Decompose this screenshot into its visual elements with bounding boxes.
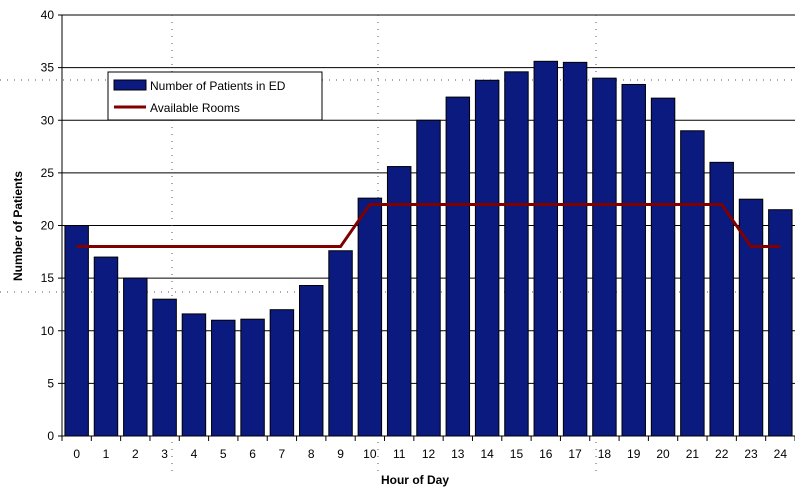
x-tick-label: 5: [220, 447, 227, 461]
x-tick-label: 20: [656, 447, 670, 461]
bar: [93, 256, 119, 437]
y-tick-label: 15: [41, 271, 55, 285]
x-tick-label: 21: [686, 447, 700, 461]
x-tick-label: 2: [132, 447, 139, 461]
y-tick-labels: 0 5 10 15 20 25 30 35 40: [41, 8, 62, 443]
bar: [680, 130, 705, 437]
y-axis-title: Number of Patients: [11, 171, 25, 281]
bar: [474, 79, 500, 437]
x-tick-labels: 0 1 2 3 4 5 6 7 8 9 10 11 12 13 14 15 16 17 18 19 20 21 22 23 24: [61, 436, 795, 461]
y-tick-label: 30: [41, 113, 55, 127]
y-tick-label: 0: [47, 429, 54, 443]
bar: [269, 309, 295, 437]
bar: [64, 225, 89, 437]
x-tick-label: 9: [337, 447, 344, 461]
x-tick-label: 7: [279, 447, 286, 461]
x-tick-label: 0: [73, 447, 80, 461]
legend: Number of Patients in ED Available Rooms: [107, 71, 323, 121]
bar: [416, 119, 441, 437]
legend-bar-swatch: [113, 79, 147, 91]
x-tick-label: 22: [715, 447, 729, 461]
bar: [152, 298, 177, 437]
legend-line-label: Available Rooms: [150, 101, 240, 115]
y-tick-label: 10: [41, 324, 55, 338]
bar: [768, 209, 793, 437]
bar: [357, 197, 383, 437]
x-tick-label: 19: [627, 447, 641, 461]
x-tick-label: 14: [480, 447, 494, 461]
x-tick-label: 1: [103, 447, 110, 461]
bar: [386, 166, 412, 437]
bar: [211, 319, 236, 437]
y-tick-label: 20: [41, 219, 55, 233]
bar: [504, 71, 529, 437]
bar: [592, 77, 617, 437]
x-axis-title: Hour of Day: [381, 473, 449, 487]
x-tick-label: 17: [568, 447, 582, 461]
available-rooms-line: [76, 202, 781, 249]
x-tick-label: 23: [744, 447, 758, 461]
bar: [650, 97, 676, 437]
y-tick-label: 35: [41, 61, 55, 75]
bar: [328, 250, 353, 437]
x-tick-label: 4: [191, 447, 198, 461]
bar: [123, 277, 148, 437]
x-tick-label: 3: [161, 447, 168, 461]
bar: [562, 61, 588, 437]
x-tick-label: 24: [774, 447, 788, 461]
bar: [298, 284, 324, 437]
bar: [240, 318, 265, 437]
bar: [533, 60, 559, 437]
y-tick-label: 40: [41, 8, 55, 22]
x-tick-label: 6: [249, 447, 256, 461]
x-tick-label: 16: [539, 447, 553, 461]
bar-series: [64, 60, 793, 437]
x-tick-label: 11: [393, 447, 406, 461]
y-tick-label: 5: [47, 376, 54, 390]
legend-bar-label: Number of Patients in ED: [150, 79, 286, 93]
x-tick-label: 12: [422, 447, 436, 461]
bar: [181, 313, 207, 437]
x-tick-label: 10: [363, 447, 377, 461]
x-tick-label: 8: [308, 447, 315, 461]
bar: [621, 83, 646, 437]
x-tick-label: 15: [510, 447, 524, 461]
bar: [445, 96, 471, 437]
x-tick-label: 13: [451, 447, 465, 461]
y-tick-label: 25: [41, 166, 55, 180]
x-tick-label: 18: [598, 447, 612, 461]
